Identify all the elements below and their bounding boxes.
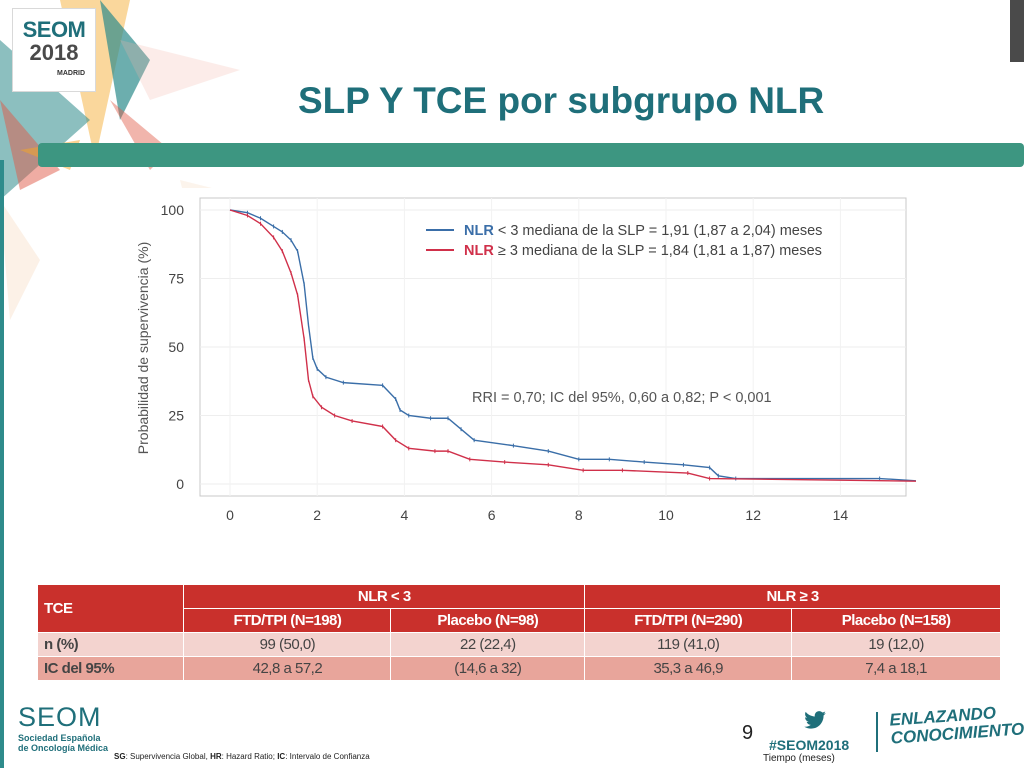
x-tick-label: 10 bbox=[658, 507, 674, 523]
page-number: 9 bbox=[742, 722, 754, 744]
x-tick-label: 8 bbox=[575, 507, 583, 523]
seom-footer-logo: SEOM Sociedad Española de Oncología Médi… bbox=[18, 702, 108, 753]
x-tick-label: 6 bbox=[488, 507, 496, 523]
table-cell: 35,3 a 46,9 bbox=[584, 656, 793, 681]
x-tick-label: 12 bbox=[745, 507, 761, 523]
logo-text-year: 2018 bbox=[29, 40, 79, 65]
y-axis-label: Probabilidad de supervivencia (%) bbox=[135, 242, 151, 454]
table-cell: 7,4 a 18,1 bbox=[791, 656, 1001, 681]
y-tick-label: 50 bbox=[168, 339, 184, 355]
x-tick-label: 0 bbox=[226, 507, 234, 523]
slide-title: SLP Y TCE por subgrupo NLR bbox=[298, 80, 825, 121]
table-cell: 22 (22,4) bbox=[390, 632, 586, 657]
y-tick-label: 100 bbox=[161, 202, 185, 218]
logo-text-seom: SEOM bbox=[22, 17, 86, 42]
series-lines bbox=[229, 209, 916, 482]
x-tick-label: 14 bbox=[833, 507, 849, 523]
legend: NLR < 3 mediana de la SLP = 1,91 (1,87 a… bbox=[426, 223, 822, 259]
table-header-label: TCE bbox=[36, 584, 185, 633]
abbreviations-footnote: SG: Supervivencia Global, HR: Hazard Rat… bbox=[114, 752, 370, 761]
seom-footer-sub2: de Oncología Médica bbox=[18, 743, 109, 753]
twitter-bird-icon bbox=[804, 711, 826, 729]
y-tick-label: 25 bbox=[168, 408, 184, 424]
footnote-text: : Intervalo de Confianza bbox=[285, 752, 370, 761]
table-group-nlr-ge3: NLR ≥ 3 bbox=[584, 584, 1001, 609]
table-cell: (14,6 a 32) bbox=[390, 656, 586, 681]
grid-lines bbox=[200, 198, 906, 496]
legend-prefix-nlr-lt3: NLR bbox=[464, 223, 494, 239]
x-axis-ticks: 0 2 4 6 8 10 12 14 bbox=[226, 507, 848, 523]
table-col-header: FTD/TPI (N=198) bbox=[183, 608, 392, 633]
footnote-text: : Hazard Ratio; bbox=[221, 752, 278, 761]
table-group-nlr-lt3: NLR < 3 bbox=[183, 584, 586, 609]
footer-separator bbox=[876, 712, 878, 752]
seom-2018-logo: SEOM 2018 MADRID bbox=[12, 8, 96, 92]
legend-prefix-nlr-ge3: NLR bbox=[464, 243, 494, 259]
footnote-abbr: HR bbox=[210, 752, 222, 761]
legend-rest-nlr-ge3: ≥ 3 mediana de la SLP = 1,84 (1,81 a 1,8… bbox=[494, 243, 822, 259]
legend-rest-nlr-lt3: < 3 mediana de la SLP = 1,91 (1,87 a 2,0… bbox=[494, 223, 823, 239]
table-row-label: n (%) bbox=[36, 632, 185, 657]
legend-entry-nlr-ge3: NLR ≥ 3 mediana de la SLP = 1,84 (1,81 a… bbox=[464, 243, 822, 259]
tce-table: TCE NLR < 3 NLR ≥ 3 FTD/TPI (N=198) Plac… bbox=[36, 584, 1001, 681]
hazard-ratio-annotation: RRI = 0,70; IC del 95%, 0,60 a 0,82; P <… bbox=[472, 390, 772, 406]
footnote-text: : Supervivencia Global, bbox=[125, 752, 211, 761]
table-cell: 99 (50,0) bbox=[183, 632, 392, 657]
x-tick-label: 2 bbox=[313, 507, 321, 523]
table-cell: 119 (41,0) bbox=[584, 632, 793, 657]
left-accent-bar bbox=[0, 160, 4, 768]
table-cell: 19 (12,0) bbox=[791, 632, 1001, 657]
legend-entry-nlr-lt3: NLR < 3 mediana de la SLP = 1,91 (1,87 a… bbox=[464, 223, 822, 239]
footnote-abbr: SG bbox=[114, 752, 126, 761]
table-col-header: Placebo (N=98) bbox=[390, 608, 586, 633]
table-col-header: Placebo (N=158) bbox=[791, 608, 1001, 633]
logo-text-city: MADRID bbox=[57, 70, 85, 77]
table-row: n (%) 99 (50,0) 22 (22,4) 119 (41,0) 19 … bbox=[36, 632, 1001, 657]
kaplan-meier-chart: 0 25 50 75 100 0 2 4 6 8 10 12 14 Probabilidad de s… bbox=[124, 188, 916, 528]
y-tick-label: 75 bbox=[168, 271, 184, 287]
table-col-header: FTD/TPI (N=290) bbox=[584, 608, 793, 633]
series-line-nlr-ge3 bbox=[229, 209, 916, 482]
seom-footer-word: SEOM bbox=[18, 702, 102, 732]
hashtag-seom2018: #SEOM2018 bbox=[769, 737, 850, 753]
corner-accent bbox=[1010, 0, 1024, 62]
y-tick-label: 0 bbox=[176, 476, 184, 492]
x-axis-label: Tiempo (meses) bbox=[763, 753, 835, 764]
table-row: IC del 95% 42,8 a 57,2 (14,6 a 32) 35,3 … bbox=[36, 656, 1001, 681]
table-row-label: IC del 95% bbox=[36, 656, 185, 681]
seom-footer-sub1: Sociedad Española bbox=[18, 733, 101, 743]
title-underline-bar bbox=[38, 143, 1024, 167]
y-axis-ticks: 0 25 50 75 100 bbox=[161, 202, 185, 492]
x-tick-label: 4 bbox=[401, 507, 409, 523]
footnote-abbr: IC bbox=[277, 752, 286, 761]
series-line-nlr-lt3 bbox=[229, 209, 916, 482]
table-cell: 42,8 a 57,2 bbox=[183, 656, 392, 681]
